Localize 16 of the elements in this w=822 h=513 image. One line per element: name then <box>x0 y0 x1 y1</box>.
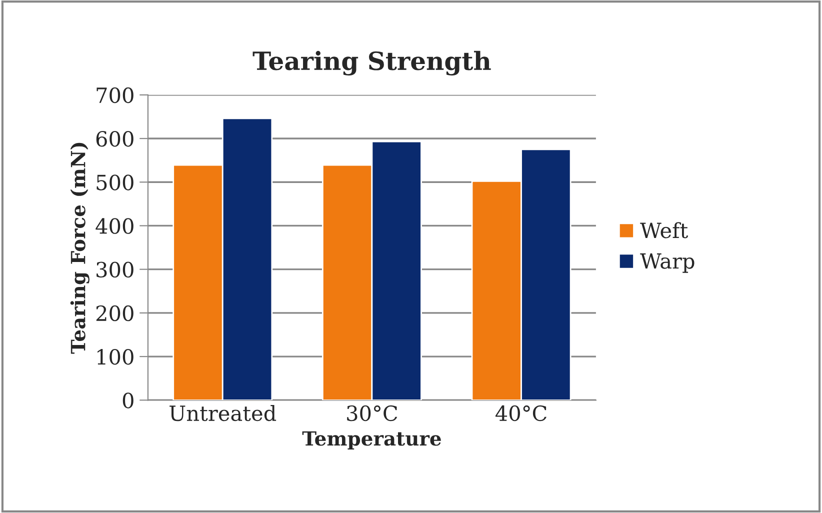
y-tick-label: 200 <box>96 305 134 322</box>
y-tick-label: 500 <box>96 174 134 190</box>
legend-label: Warp <box>640 253 694 273</box>
y-tick-label: 600 <box>96 130 134 147</box>
x-axis-title: Temperature <box>302 431 441 450</box>
chart-title: Tearing Strength <box>252 50 491 76</box>
y-tick-label: 700 <box>96 87 134 104</box>
y-tick-label: 300 <box>96 262 134 278</box>
y-tick-label: 100 <box>98 348 134 365</box>
y-tick-label: 0 <box>122 392 134 408</box>
x-tick-label: Untreated <box>170 405 276 422</box>
x-tick-label: 40°C <box>495 405 546 422</box>
x-tick-label: 30°C <box>347 405 398 422</box>
legend-label: Weft <box>640 222 688 238</box>
y-axis-title: Tearing Force (mN) <box>70 142 90 354</box>
y-tick-label: 400 <box>96 218 134 234</box>
